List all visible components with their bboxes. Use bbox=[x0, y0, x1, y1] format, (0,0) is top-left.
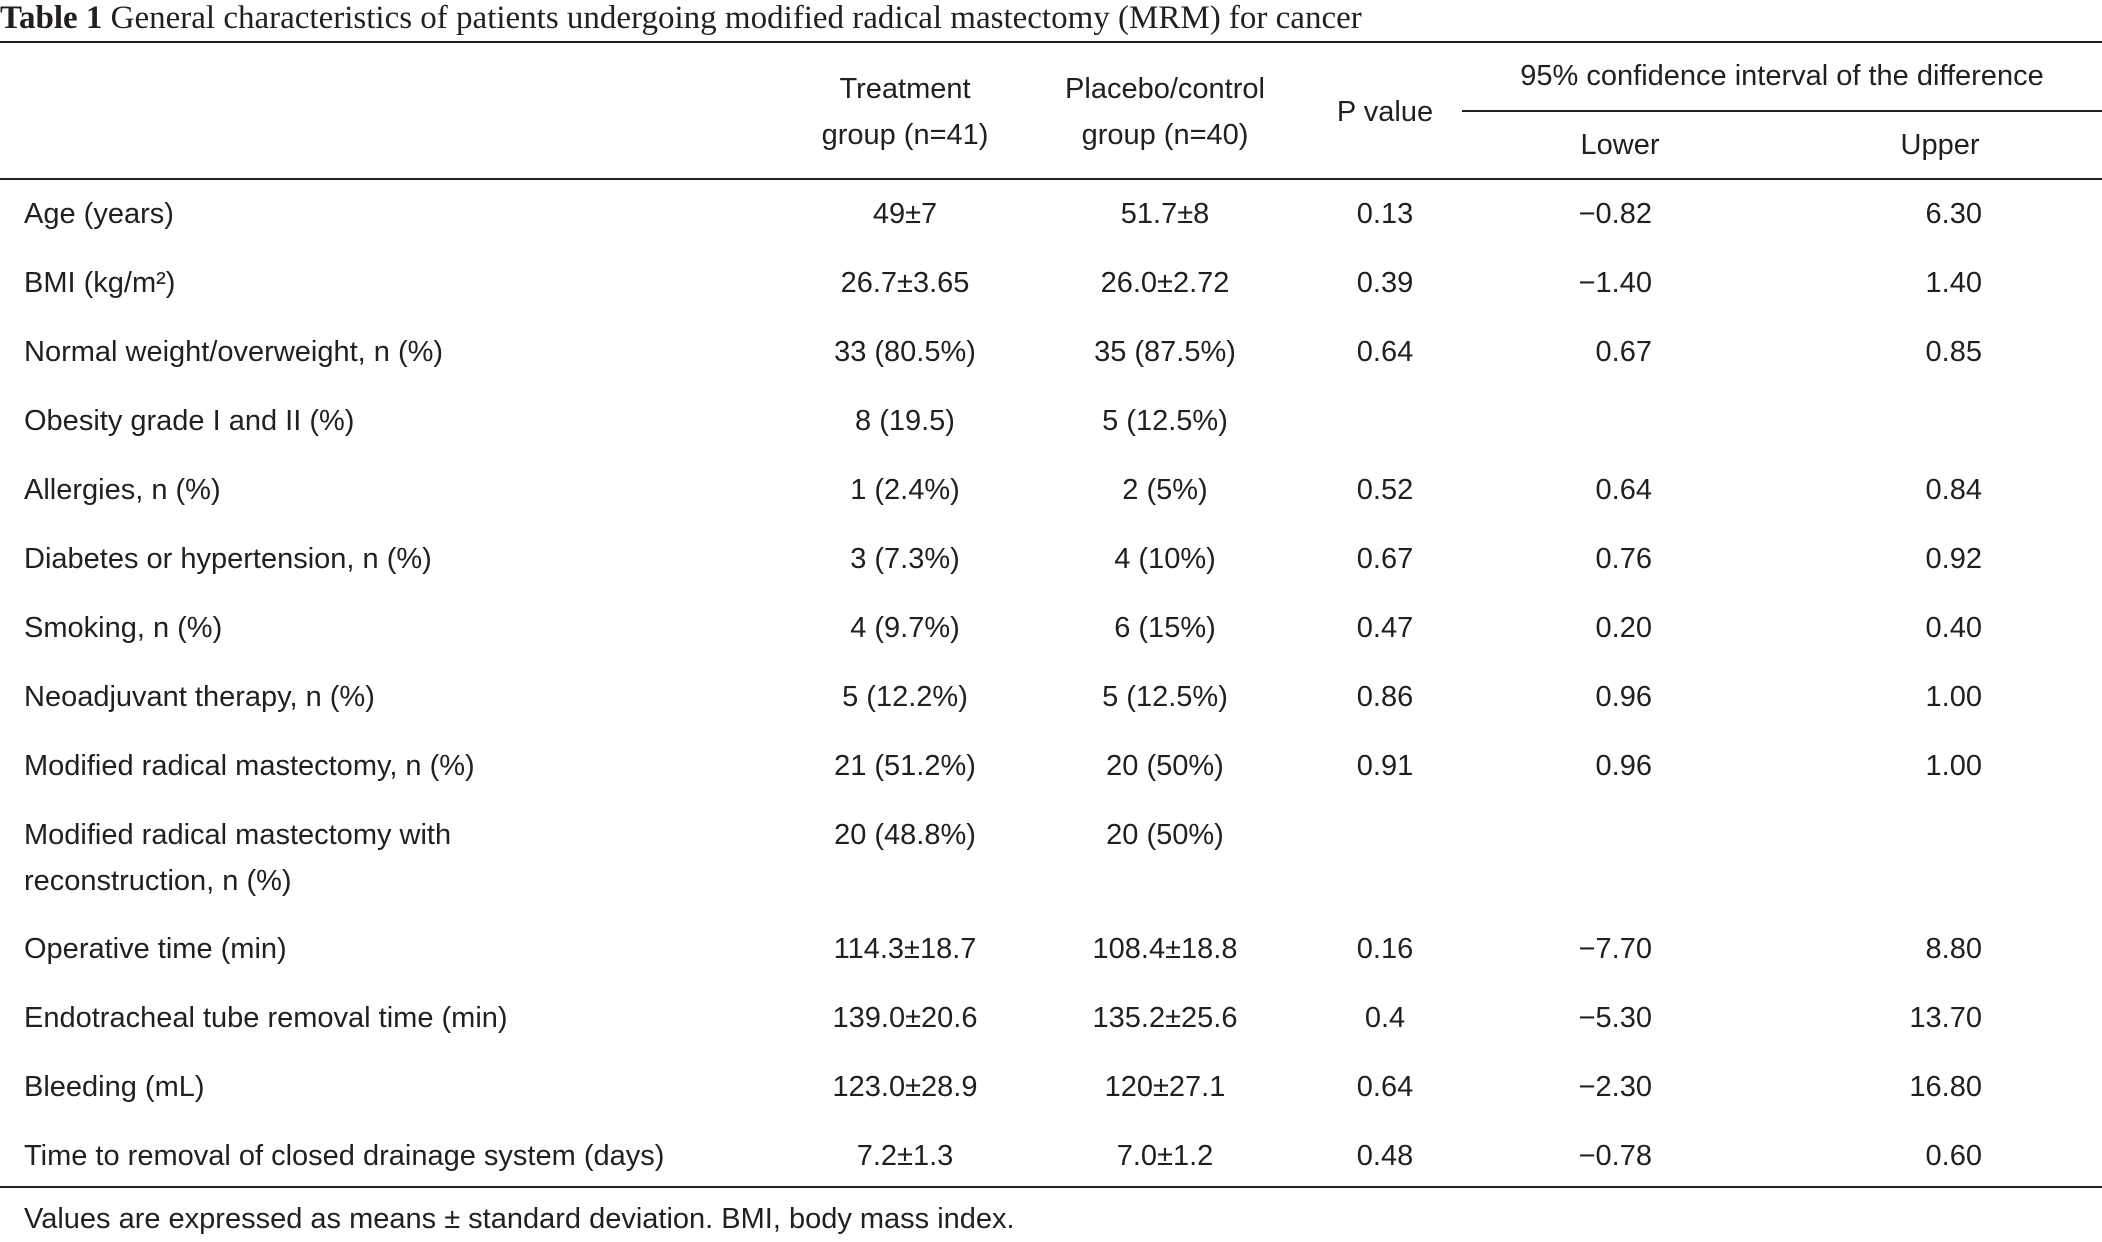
treatment-value: 8 (19.5) bbox=[855, 405, 955, 437]
ci-lower-value: 0.96 bbox=[1595, 681, 1652, 713]
placebo-value: 6 (15%) bbox=[1114, 612, 1216, 644]
ci-upper-value: 0.84 bbox=[1925, 474, 1982, 506]
header-p-value: P value bbox=[1336, 96, 1434, 128]
table-caption: General characteristics of patients unde… bbox=[110, 0, 1362, 36]
placebo-value: 20 (50%) bbox=[1106, 750, 1224, 782]
p-value: 0.64 bbox=[1356, 336, 1414, 368]
p-value: 0.67 bbox=[1356, 543, 1414, 575]
placebo-value: 108.4±18.8 bbox=[1092, 933, 1238, 965]
row-label: Operative time (min) bbox=[24, 933, 287, 965]
ci-upper-value: 8.80 bbox=[1925, 933, 1982, 965]
p-value: 0.39 bbox=[1356, 267, 1414, 299]
treatment-value: 33 (80.5%) bbox=[834, 336, 976, 368]
ci-lower-value: −7.70 bbox=[1578, 933, 1652, 965]
treatment-value: 123.0±28.9 bbox=[832, 1071, 978, 1103]
ci-upper-value: 0.60 bbox=[1925, 1140, 1982, 1172]
top-rule bbox=[0, 41, 2102, 43]
p-value: 0.48 bbox=[1356, 1140, 1414, 1172]
placebo-value: 5 (12.5%) bbox=[1102, 681, 1228, 713]
row-label: Age (years) bbox=[24, 198, 174, 230]
treatment-value: 5 (12.2%) bbox=[842, 681, 968, 713]
ci-upper-value: 0.85 bbox=[1925, 336, 1982, 368]
placebo-value: 20 (50%) bbox=[1106, 819, 1224, 851]
row-label: Allergies, n (%) bbox=[24, 474, 221, 506]
treatment-value: 26.7±3.65 bbox=[840, 267, 970, 299]
ci-lower-value: 0.64 bbox=[1595, 474, 1652, 506]
row-label: BMI (kg/m²) bbox=[24, 267, 176, 299]
bottom-rule bbox=[0, 1186, 2102, 1188]
ci-upper-value: 0.40 bbox=[1925, 612, 1982, 644]
ci-lower-value: 0.20 bbox=[1595, 612, 1652, 644]
p-value: 0.16 bbox=[1356, 933, 1414, 965]
row-label: Modified radical mastectomy, n (%) bbox=[24, 750, 475, 782]
header-lower: Lower bbox=[1580, 129, 1660, 161]
p-value: 0.86 bbox=[1356, 681, 1414, 713]
treatment-value: 139.0±20.6 bbox=[832, 1002, 978, 1034]
treatment-value: 49±7 bbox=[872, 198, 938, 230]
row-label: Endotracheal tube removal time (min) bbox=[24, 1002, 508, 1034]
p-value: 0.13 bbox=[1356, 198, 1414, 230]
placebo-value: 5 (12.5%) bbox=[1102, 405, 1228, 437]
header-ci: 95% confidence interval of the differenc… bbox=[1520, 60, 2044, 92]
placebo-value: 51.7±8 bbox=[1120, 198, 1210, 230]
row-label: Time to removal of closed drainage syste… bbox=[24, 1140, 665, 1172]
ci-upper-value: 16.80 bbox=[1909, 1071, 1982, 1103]
p-value: 0.47 bbox=[1356, 612, 1414, 644]
treatment-value: 1 (2.4%) bbox=[850, 474, 960, 506]
treatment-value: 20 (48.8%) bbox=[834, 819, 976, 851]
placebo-value: 7.0±1.2 bbox=[1116, 1140, 1214, 1172]
header-placebo-line1: Placebo/control bbox=[1065, 73, 1265, 105]
row-label: Bleeding (mL) bbox=[24, 1071, 205, 1103]
p-value: 0.91 bbox=[1356, 750, 1414, 782]
treatment-value: 114.3±18.7 bbox=[833, 933, 977, 965]
header-upper: Upper bbox=[1900, 129, 1980, 161]
header-treatment-line1: Treatment bbox=[839, 73, 971, 105]
row-label: Neoadjuvant therapy, n (%) bbox=[24, 681, 375, 713]
ci-upper-value: 0.92 bbox=[1925, 543, 1982, 575]
header-treatment-line2: group (n=41) bbox=[821, 119, 989, 151]
placebo-value: 135.2±25.6 bbox=[1092, 1002, 1238, 1034]
table-footnote: Values are expressed as means ± standard… bbox=[24, 1203, 1015, 1235]
ci-rule bbox=[1462, 110, 2102, 112]
row-label: Diabetes or hypertension, n (%) bbox=[24, 543, 432, 575]
treatment-value: 21 (51.2%) bbox=[834, 750, 976, 782]
ci-lower-value: 0.76 bbox=[1595, 543, 1652, 575]
row-label: Smoking, n (%) bbox=[24, 612, 223, 644]
header-placebo-line2: group (n=40) bbox=[1081, 119, 1249, 151]
table-title: Table 1 General characteristics of patie… bbox=[0, 0, 2102, 40]
ci-lower-value: −5.30 bbox=[1578, 1002, 1652, 1034]
treatment-value: 3 (7.3%) bbox=[850, 543, 960, 575]
ci-lower-value: 0.67 bbox=[1595, 336, 1652, 368]
p-value: 0.4 bbox=[1364, 1002, 1406, 1034]
table-number: Table 1 bbox=[0, 0, 103, 36]
treatment-value: 7.2±1.3 bbox=[856, 1140, 954, 1172]
placebo-value: 2 (5%) bbox=[1122, 474, 1208, 506]
ci-lower-value: −2.30 bbox=[1578, 1071, 1652, 1103]
row-label: reconstruction, n (%) bbox=[24, 865, 292, 897]
row-label: Modified radical mastectomy with bbox=[24, 819, 452, 851]
ci-lower-value: −0.82 bbox=[1578, 198, 1652, 230]
placebo-value: 4 (10%) bbox=[1114, 543, 1216, 575]
ci-lower-value: −1.40 bbox=[1578, 267, 1652, 299]
placebo-value: 35 (87.5%) bbox=[1094, 336, 1236, 368]
p-value: 0.64 bbox=[1356, 1071, 1414, 1103]
ci-upper-value: 6.30 bbox=[1925, 198, 1982, 230]
ci-lower-value: 0.96 bbox=[1595, 750, 1652, 782]
row-label: Obesity grade I and II (%) bbox=[24, 405, 355, 437]
row-label: Normal weight/overweight, n (%) bbox=[24, 336, 444, 368]
p-value: 0.52 bbox=[1356, 474, 1414, 506]
header-rule bbox=[0, 178, 2102, 180]
ci-upper-value: 1.40 bbox=[1925, 267, 1982, 299]
placebo-value: 26.0±2.72 bbox=[1100, 267, 1230, 299]
ci-upper-value: 1.00 bbox=[1925, 681, 1982, 713]
ci-upper-value: 1.00 bbox=[1925, 750, 1982, 782]
ci-lower-value: −0.78 bbox=[1578, 1140, 1652, 1172]
placebo-value: 120±27.1 bbox=[1104, 1071, 1226, 1103]
treatment-value: 4 (9.7%) bbox=[850, 612, 960, 644]
ci-upper-value: 13.70 bbox=[1909, 1002, 1982, 1034]
